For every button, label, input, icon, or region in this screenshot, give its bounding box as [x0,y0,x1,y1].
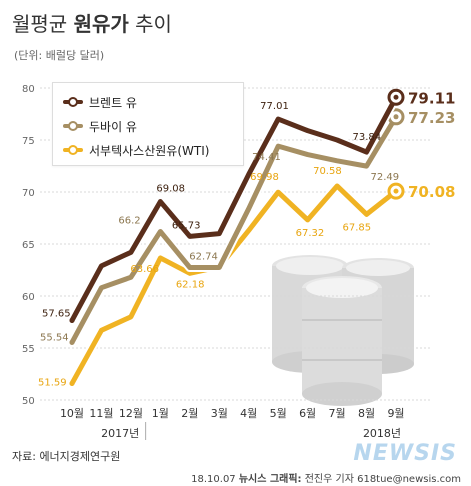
y-tick-label: 60 [22,292,35,303]
legend-swatch [63,96,83,108]
x-tick-label: 6월 [299,407,316,420]
x-tick-label: 4월 [240,407,257,420]
title-part2: 추이 [135,12,172,36]
year-label-2018: 2018년 [363,427,401,440]
series-line [69,114,399,345]
x-tick-label: 3월 [211,407,228,420]
series-end-dot [393,94,399,100]
page-title: 월평균 원유가 추이 [12,8,172,37]
y-tick-label: 65 [22,240,35,251]
credit-agency: 뉴시스 그래픽: [238,474,302,485]
y-tick-label: 75 [22,136,35,147]
series-line [69,94,399,323]
data-label: 57.65 [42,308,71,319]
series-group: 70.08 77.23 79.11 57.65 69.08 65.73 77.01 73.84… [38,88,455,388]
series-end-dot [393,188,399,194]
series-end-label: 70.08 [408,183,455,201]
data-label: 67.32 [296,228,325,239]
x-tick-label: 9월 [387,407,404,420]
legend-item: 브렌트 유 [63,93,137,111]
series-end-label: 77.23 [408,109,455,127]
series-start-point [69,380,75,386]
credit-date: 18.10.07 [191,474,236,485]
x-tick-label: 5월 [270,407,287,420]
data-label: 51.59 [38,377,67,388]
x-tick-label: 1월 [152,407,169,420]
y-tick-label: 50 [22,396,35,407]
data-label: 70.58 [313,166,342,177]
unit-label: (단위: 배럴당 달러) [14,49,105,62]
title-part1: 월평균 [12,12,68,36]
series-start-point [69,317,75,323]
data-label: 65.73 [172,220,201,231]
legend-swatch [63,120,83,132]
data-label: 66.2 [118,216,140,227]
credit-line: 18.10.07 뉴시스 그래픽: 전진우 기자 618tue@newsis.c… [191,470,461,485]
legend-label: 브렌트 유 [89,95,137,110]
series-end-label: 79.11 [408,89,455,107]
newsis-logo: NEWSIS [353,441,457,466]
legend-item: 서부텍사스산원유(WTI) [63,141,209,159]
data-label: 73.84 [353,132,382,143]
legend-item: 두바이 유 [63,117,137,135]
data-label: 69.98 [250,172,279,183]
data-label: 72.49 [371,172,400,183]
data-label: 62.74 [189,252,218,263]
data-label: 67.85 [343,222,372,233]
y-tick-label: 80 [22,84,35,95]
series-start-point [69,339,75,345]
x-tick-label: 2월 [181,407,198,420]
x-tick-label: 12월 [119,407,143,420]
series-line [69,183,399,386]
legend-label: 서부텍사스산원유(WTI) [89,143,210,158]
data-label: 69.08 [156,184,185,195]
series-end-dot [393,114,399,120]
data-label: 77.01 [260,101,289,112]
data-label: 63.66 [130,264,159,275]
y-tick-label: 70 [22,188,35,199]
data-label: 74.41 [252,152,281,163]
x-tick-label: 11월 [89,407,113,420]
title-bold: 원유가 [73,12,129,36]
source-note: 자료: 에너지경제연구원 [12,450,121,463]
x-tick-label: 10월 [60,407,84,420]
x-tick-label: 8월 [358,407,375,420]
data-label: 62.18 [176,279,205,290]
legend-swatch [63,144,83,156]
x-tick-label: 7월 [329,407,346,420]
credit-author: 전진우 기자 618tue@newsis.com [304,474,461,485]
oil-barrels-illustration [272,255,414,406]
x-axis: 10월 11월 12월 1월 2월 3월 4월 5월 6월 7월 8월 9월 2017년 2018년 [60,407,405,440]
data-label: 55.54 [40,332,69,343]
y-tick-label: 55 [22,344,35,355]
legend-label: 두바이 유 [89,119,137,134]
year-label-2017: 2017년 [101,427,139,440]
y-axis: 50 55 60 65 70 75 80 [22,84,35,407]
